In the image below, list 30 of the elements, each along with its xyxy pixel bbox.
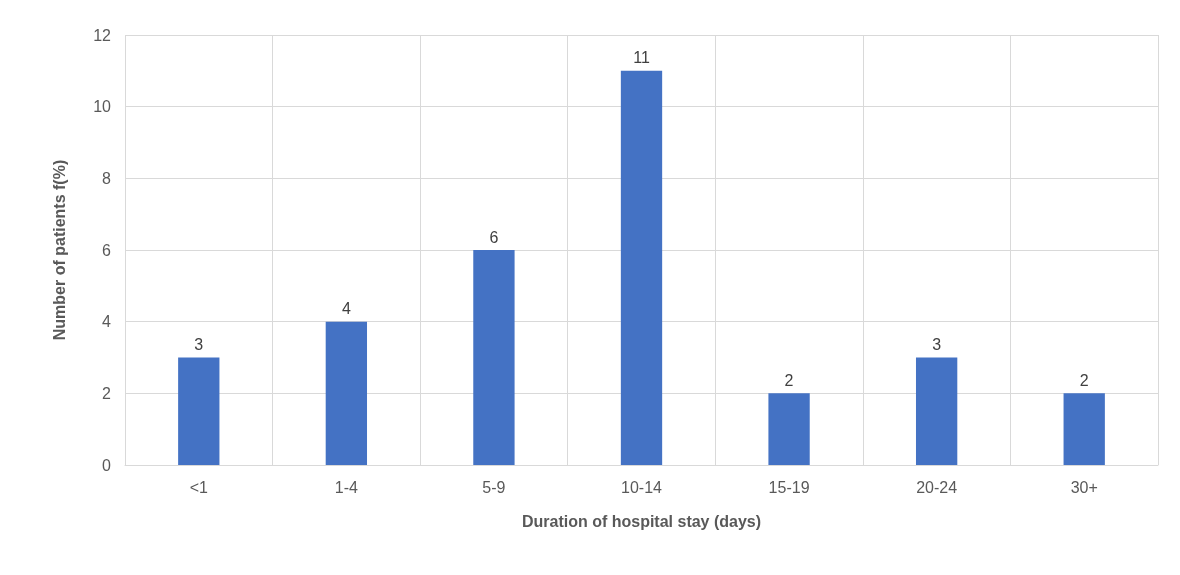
x-tick-label: 20-24 bbox=[916, 478, 958, 496]
data-label: 3 bbox=[194, 336, 204, 353]
y-tick-label: 4 bbox=[102, 313, 112, 331]
data-label: 2 bbox=[784, 371, 794, 389]
x-tick-label: 30+ bbox=[1070, 478, 1098, 496]
x-axis-title: Duration of hospital stay (days) bbox=[521, 512, 762, 530]
x-tick-label: 15-19 bbox=[768, 478, 810, 496]
bar bbox=[473, 250, 515, 465]
x-tick-label: 10-14 bbox=[621, 478, 663, 496]
y-tick-label: 10 bbox=[93, 98, 112, 116]
y-tick-label: 12 bbox=[93, 26, 112, 44]
y-axis-title: Number of patients f(%) bbox=[50, 159, 68, 341]
x-tick-label: 1-4 bbox=[334, 478, 359, 496]
bar bbox=[768, 393, 810, 465]
y-tick-label: 6 bbox=[102, 241, 112, 259]
data-label: 6 bbox=[489, 228, 499, 246]
bar bbox=[325, 321, 368, 465]
data-label: 3 bbox=[932, 336, 942, 353]
data-label: 11 bbox=[633, 49, 650, 67]
y-tick-label: 2 bbox=[102, 384, 112, 402]
y-tick-label: 0 bbox=[102, 456, 112, 474]
data-label: 4 bbox=[341, 300, 351, 318]
data-label: 2 bbox=[1079, 371, 1089, 389]
bar bbox=[1063, 393, 1105, 465]
bar bbox=[620, 70, 663, 465]
x-tick-label: 5-9 bbox=[482, 478, 506, 496]
x-tick-label: <1 bbox=[189, 478, 208, 496]
bar bbox=[178, 357, 220, 465]
bar bbox=[915, 357, 958, 465]
y-tick-label: 8 bbox=[102, 169, 112, 187]
